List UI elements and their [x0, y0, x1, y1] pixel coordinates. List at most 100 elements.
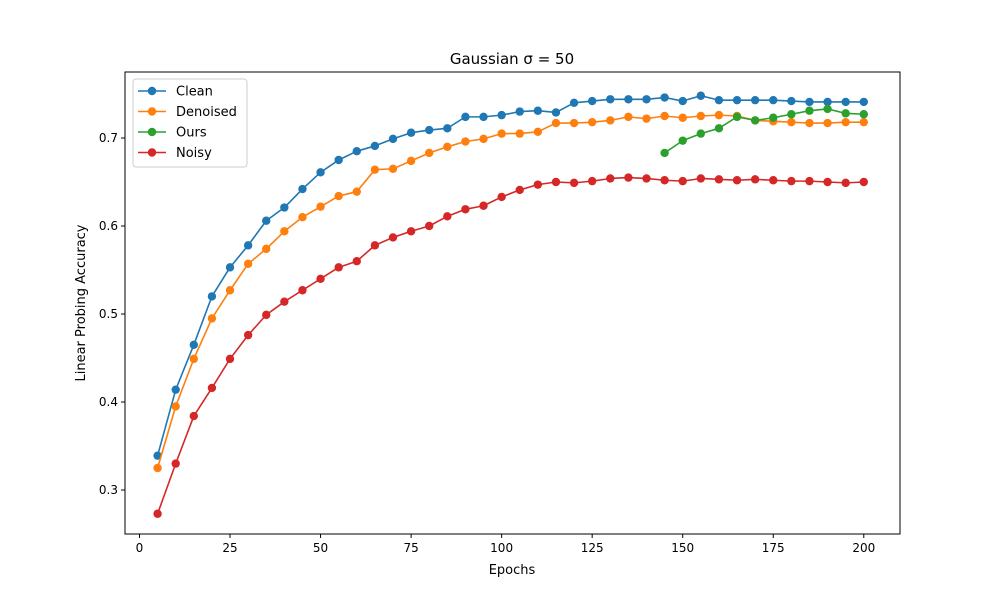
data-point-denoised	[298, 213, 307, 222]
x-tick-label: 175	[762, 541, 785, 555]
data-point-denoised	[479, 134, 488, 144]
data-point-denoised	[606, 116, 615, 125]
data-point-clean	[805, 97, 814, 107]
data-point-noisy	[805, 176, 814, 186]
x-tick-label: 75	[403, 541, 418, 555]
data-point-denoised	[370, 165, 380, 174]
data-point-ours	[660, 148, 669, 158]
data-point-clean	[388, 134, 398, 144]
data-point-noisy	[859, 177, 868, 187]
data-point-noisy	[443, 212, 452, 221]
legend-label-denoised: Denoised	[176, 105, 237, 120]
data-point-ours	[859, 110, 868, 119]
data-point-denoised	[388, 164, 398, 173]
data-point-noisy	[370, 241, 380, 250]
x-axis-label: Epochs	[489, 563, 536, 578]
data-point-clean	[569, 98, 579, 108]
data-point-clean	[334, 155, 343, 165]
data-point-denoised	[425, 148, 434, 158]
data-point-clean	[316, 168, 325, 177]
data-point-clean	[551, 108, 561, 117]
data-point-denoised	[406, 156, 416, 166]
y-axis-label: Linear Probing Accuracy	[74, 224, 89, 381]
data-point-denoised	[696, 111, 706, 121]
data-point-clean	[696, 91, 706, 100]
data-point-clean	[859, 97, 868, 107]
data-point-noisy	[352, 257, 361, 266]
data-point-denoised	[642, 114, 651, 123]
data-point-noisy	[316, 274, 325, 283]
data-point-denoised	[551, 118, 561, 128]
data-point-denoised	[805, 118, 814, 128]
data-point-ours	[678, 136, 687, 145]
data-point-denoised	[569, 118, 579, 128]
data-point-noisy	[624, 173, 633, 182]
data-point-denoised	[678, 113, 687, 122]
data-point-noisy	[696, 174, 706, 183]
data-point-denoised	[280, 227, 289, 236]
data-point-noisy	[787, 176, 796, 186]
data-point-noisy	[678, 176, 687, 186]
data-point-denoised	[533, 127, 543, 137]
legend-item-denoised: Denoised	[138, 105, 237, 120]
data-point-clean	[587, 96, 597, 106]
data-point-clean	[262, 216, 271, 225]
data-point-denoised	[153, 463, 162, 473]
data-point-ours	[841, 109, 850, 118]
data-point-denoised	[225, 286, 235, 295]
data-point-clean	[750, 95, 760, 105]
data-point-noisy	[732, 176, 742, 185]
data-point-noisy	[606, 174, 615, 183]
data-point-clean	[678, 96, 687, 106]
data-point-clean	[533, 106, 543, 115]
data-point-noisy	[569, 178, 579, 188]
data-point-denoised	[461, 137, 470, 146]
data-point-noisy	[714, 175, 724, 184]
data-point-noisy	[406, 227, 416, 236]
data-point-noisy	[280, 297, 289, 306]
x-tick-label: 150	[671, 541, 694, 555]
plot-frame	[124, 71, 901, 535]
data-point-clean	[243, 241, 253, 250]
data-point-clean	[841, 97, 850, 107]
data-point-clean	[298, 184, 307, 194]
legend-box	[132, 78, 248, 168]
series-ours	[660, 104, 868, 158]
data-point-denoised	[660, 111, 669, 121]
data-point-ours	[696, 129, 706, 138]
series-line-noisy	[156, 176, 864, 515]
data-point-clean	[769, 95, 778, 105]
data-point-noisy	[207, 383, 217, 393]
data-point-clean	[425, 125, 434, 135]
x-tick-label: 25	[222, 541, 237, 555]
data-point-noisy	[841, 178, 850, 188]
data-point-denoised	[316, 202, 325, 211]
data-point-clean	[189, 340, 199, 349]
data-point-ours	[769, 113, 778, 122]
data-point-noisy	[642, 174, 651, 183]
legend-marker-clean	[147, 86, 157, 96]
data-point-noisy	[823, 177, 832, 187]
data-point-denoised	[587, 117, 597, 127]
data-point-clean	[225, 263, 235, 272]
data-point-noisy	[515, 185, 524, 195]
legend-item-ours: Ours	[138, 126, 207, 141]
data-point-noisy	[497, 192, 506, 202]
chart-title: Gaussian σ = 50	[450, 50, 574, 68]
series-line-clean	[156, 94, 864, 456]
data-point-clean	[352, 147, 361, 156]
data-point-clean	[443, 124, 452, 133]
data-point-denoised	[859, 117, 868, 127]
data-point-noisy	[334, 263, 343, 272]
data-point-clean	[497, 110, 506, 120]
data-point-clean	[479, 112, 488, 122]
data-point-clean	[207, 292, 217, 301]
legend-marker-ours	[147, 127, 157, 137]
series-noisy	[153, 173, 868, 518]
x-tick-label: 50	[313, 541, 328, 555]
data-point-noisy	[189, 411, 199, 421]
data-point-clean	[660, 93, 669, 102]
data-point-clean	[515, 107, 524, 116]
y-axis: 0.3 0.4 0.5 0.6 0.7	[99, 131, 125, 497]
